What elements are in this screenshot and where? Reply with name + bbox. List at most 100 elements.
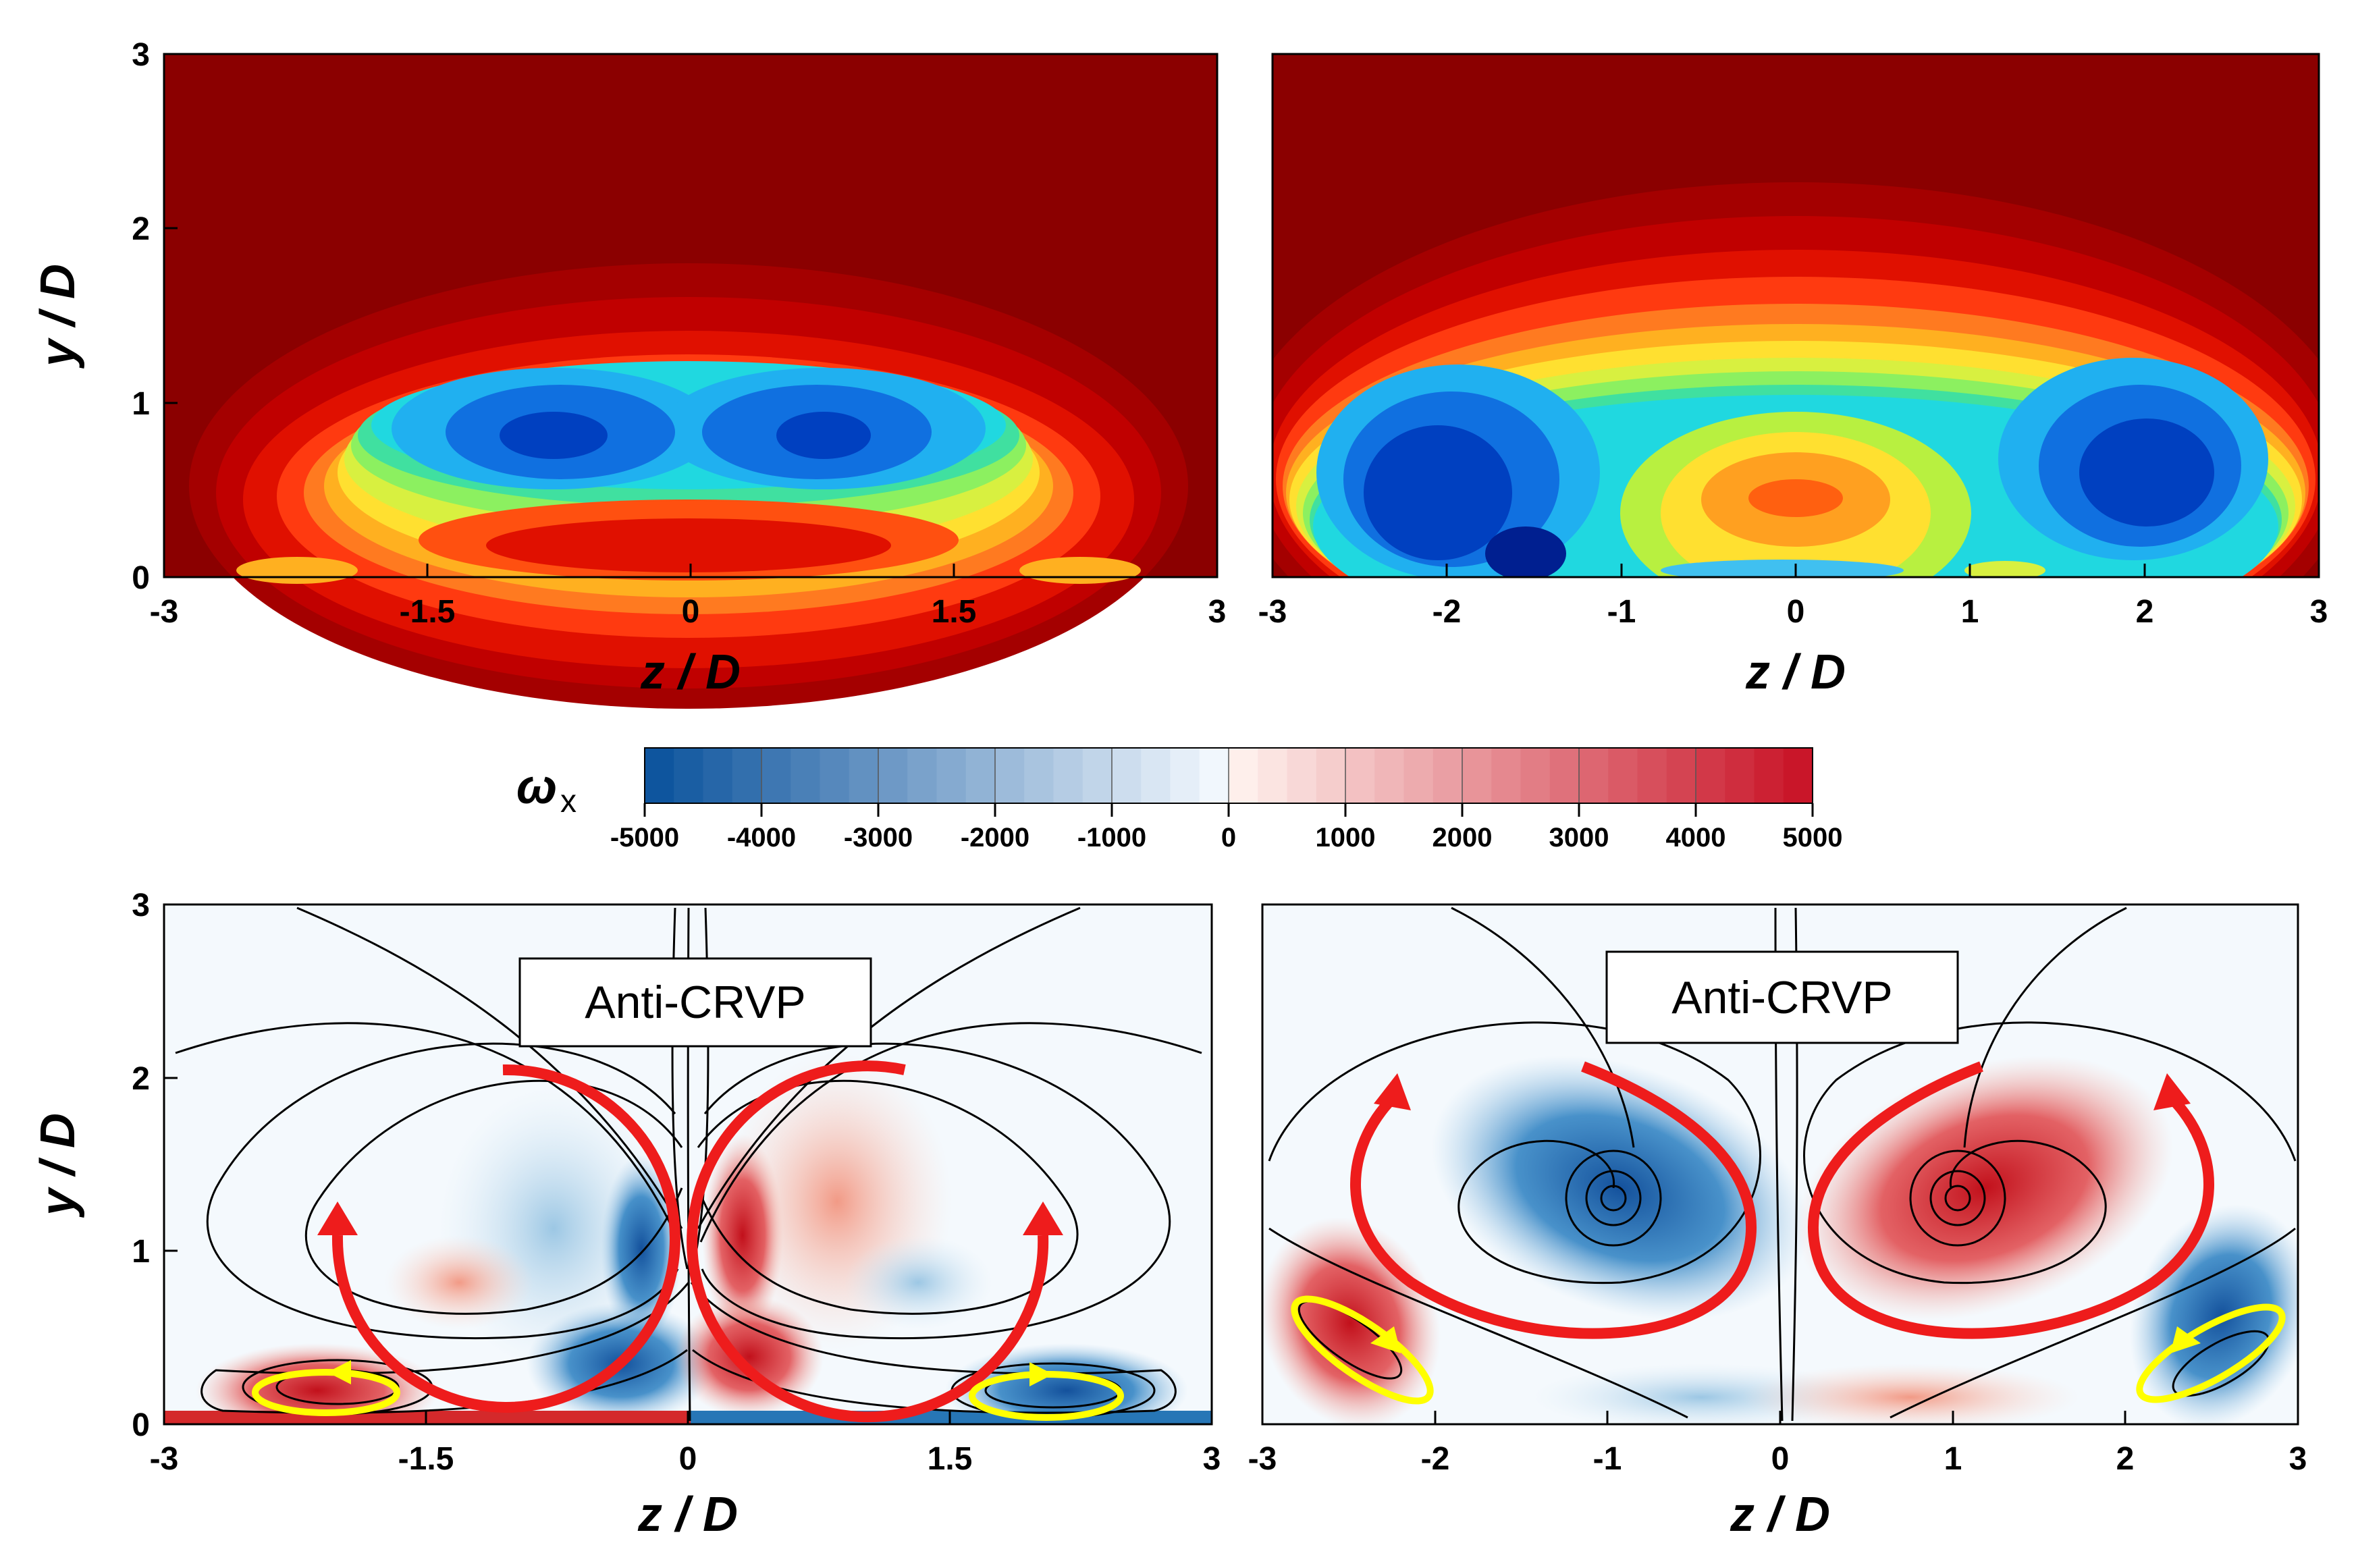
- x-ticks-bottom-left: -3 -1.5 0 1.5 3: [150, 1411, 1221, 1477]
- y-tick-label: 0: [132, 1407, 150, 1443]
- primary-vortex-arrowhead-right: [2153, 1073, 2191, 1110]
- secondary-vortex-arrow-left: [1291, 1295, 1434, 1405]
- colorbar-cell: [1403, 748, 1434, 803]
- colorbar-tick-label: 4000: [1666, 823, 1726, 853]
- x-tick-label: 3: [1208, 594, 1227, 630]
- x-tick-label: -1.5: [400, 594, 456, 630]
- colorbar-cell: [878, 748, 908, 803]
- x-tick-label: 1: [1961, 594, 1979, 630]
- y-tick-label: 1: [132, 1234, 150, 1270]
- secondary-vortex-arrowhead-right: [1029, 1362, 1053, 1386]
- x-axis-label: z / D: [637, 1488, 738, 1542]
- colorbar-cell: [674, 748, 704, 803]
- x-tick-label: -1: [1593, 1441, 1622, 1477]
- colorbar-cell: [732, 748, 762, 803]
- colorbar-cell: [645, 748, 674, 803]
- primary-vortex-arrowhead-right: [1023, 1201, 1063, 1235]
- x-tick-label: -3: [1258, 594, 1287, 630]
- panel-top-left: -3 -1.5 0 1.5 3 0 1 2 3 z / D y / D: [31, 37, 1226, 709]
- x-tick-label: -1.5: [398, 1441, 454, 1477]
- x-tick-label: 0: [682, 594, 700, 630]
- colorbar-cell: [1229, 748, 1258, 803]
- vorticity-field-bottom-right: [1262, 1055, 2298, 1424]
- x-tick-label: 0: [1771, 1441, 1790, 1477]
- x-tick-label: 2: [2116, 1441, 2135, 1477]
- secondary-vortex-arrow-right: [2136, 1303, 2286, 1403]
- y-axis-label: y / D: [31, 264, 85, 369]
- contour-field-top-left: [189, 263, 1188, 709]
- colorbar-cell: [1170, 748, 1200, 803]
- colorbar-ticks: -5000 -4000 -3000 -2000 -1000 0 1000 200…: [610, 803, 1843, 853]
- colorbar: ω x -5000 -4000 -3000 -2000 -1000 0 1000…: [516, 747, 1843, 853]
- annotation-box-bottom-right: [1605, 950, 1959, 1044]
- colorbar-cell: [1082, 748, 1113, 803]
- colorbar-cell: [1316, 748, 1346, 803]
- colorbar-tick-label: 2000: [1433, 823, 1493, 853]
- colorbar-tick-label: -2000: [961, 823, 1029, 853]
- colorbar-cell: [791, 748, 821, 803]
- secondary-vortex-arrowhead-right: [2170, 1326, 2201, 1353]
- colorbar-tick-label: -4000: [727, 823, 796, 853]
- streamlines-bottom-right: [1268, 907, 2297, 1422]
- x-tick-label: 0: [679, 1441, 697, 1477]
- colorbar-cell: [995, 748, 1025, 803]
- colorbar-tick-label: -5000: [610, 823, 679, 853]
- y-tick-label: 3: [132, 888, 150, 923]
- annotation-anti-crvp: Anti-CRVP: [585, 977, 806, 1028]
- x-ticks-bottom-right: -3 -2 -1 0 1 2 3: [1248, 1411, 2307, 1477]
- panel-bottom-right: Anti-CRVP -3 -2 -1 0 1 2 3 z / D: [1248, 903, 2307, 1542]
- colorbar-cell: [761, 748, 791, 803]
- colorbar-cell: [1112, 748, 1142, 803]
- colorbar-cell: [1783, 748, 1813, 803]
- colorbar-tick-label: -1000: [1077, 823, 1146, 853]
- colorbar-cell: [849, 748, 879, 803]
- colorbar-cell: [1696, 748, 1725, 803]
- colorbar-cell: [965, 748, 996, 803]
- colorbar-cell: [1725, 748, 1755, 803]
- y-tick-label: 2: [132, 211, 150, 247]
- secondary-vortex-arrow-left: [252, 1369, 400, 1416]
- contour-field-top-right: [1273, 182, 2319, 577]
- x-axis-label: z / D: [1745, 645, 1846, 699]
- x-tick-label: 0: [1787, 594, 1805, 630]
- x-ticks-top-left: -3 -1.5 0 1.5 3: [150, 564, 1227, 630]
- colorbar-symbol: ω: [516, 760, 557, 814]
- colorbar-cell: [1754, 748, 1784, 803]
- primary-vortex-arrow-left: [331, 1064, 680, 1413]
- x-tick-label: 2: [2136, 594, 2154, 630]
- x-tick-label: 1.5: [928, 1441, 973, 1477]
- secondary-vortex-arrowhead-left: [1370, 1326, 1401, 1353]
- colorbar-cell: [1258, 748, 1288, 803]
- colorbar-cell: [1374, 748, 1405, 803]
- colorbar-tick-label: 3000: [1549, 823, 1609, 853]
- colorbar-cell: [1520, 748, 1551, 803]
- primary-vortex-arrow-right: [1807, 1061, 2214, 1339]
- x-tick-label: -2: [1421, 1441, 1450, 1477]
- colorbar-tick-label: -3000: [844, 823, 913, 853]
- x-tick-label: -3: [150, 594, 179, 630]
- y-ticks-top-left: 0 1 2 3: [132, 37, 178, 596]
- panel-top-right: -3 -2 -1 0 1 2 3 z / D: [1258, 53, 2328, 699]
- colorbar-cell: [703, 748, 733, 803]
- x-tick-label: 3: [1203, 1441, 1221, 1477]
- y-tick-label: 2: [132, 1061, 150, 1097]
- colorbar-cell: [1637, 748, 1667, 803]
- colorbar-tick-label: 5000: [1783, 823, 1843, 853]
- colorbar-cell: [1053, 748, 1083, 803]
- y-ticks-bottom-left: 0 1 2 3: [132, 888, 178, 1443]
- x-tick-label: -2: [1433, 594, 1462, 630]
- colorbar-cell: [1024, 748, 1054, 803]
- colorbar-cell: [1141, 748, 1171, 803]
- colorbar-cell: [1345, 748, 1375, 803]
- panel-bottom-left: Anti-CRVP -3 -1.5 0 1.5 3 0 1 2 3 z / D …: [31, 888, 1221, 1542]
- primary-vortex-arrow-right: [687, 1060, 1049, 1423]
- x-tick-label: 1.5: [932, 594, 977, 630]
- x-axis-label: z / D: [640, 645, 741, 699]
- colorbar-cell: [1433, 748, 1463, 803]
- x-tick-label: -1: [1607, 594, 1636, 630]
- x-tick-label: 1: [1944, 1441, 1962, 1477]
- colorbar-tick-label: 1000: [1316, 823, 1376, 853]
- annotation-anti-crvp: Anti-CRVP: [1671, 972, 1893, 1023]
- colorbar-cell: [936, 748, 967, 803]
